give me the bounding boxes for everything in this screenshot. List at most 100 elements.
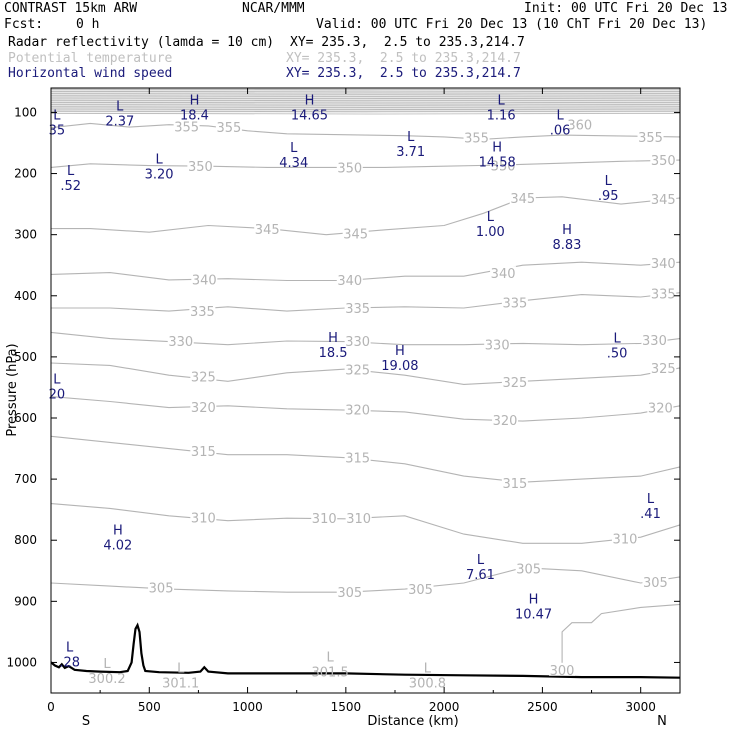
wind-extremum-value: .50	[607, 347, 628, 362]
wind-extremum-value: 10.47	[515, 608, 552, 623]
y-tick-label: 100	[14, 105, 37, 119]
wind-extremum-value: 1.16	[487, 108, 516, 123]
wind-extremum-value: 18.4	[180, 108, 209, 123]
theta-label-bg	[344, 362, 371, 376]
x-tick-label: 500	[138, 700, 161, 714]
wind-extremum-type: L	[66, 640, 74, 655]
wind-extremum-value: .28	[59, 655, 80, 670]
surface-theta-value: 300.2	[88, 672, 125, 687]
upper-theta-band	[50, 88, 681, 115]
theta-label-bg	[344, 450, 371, 464]
theta-label-bg	[642, 574, 669, 588]
theta-label: 325	[502, 376, 527, 391]
theta-label: 325	[651, 362, 676, 377]
theta-label: 355	[638, 131, 663, 146]
theta-label: 350	[188, 160, 213, 175]
wind-extremum-value: 8.83	[553, 238, 582, 253]
theta-label-bg	[650, 255, 677, 269]
theta-label-bg	[501, 475, 528, 489]
theta-label-bg	[190, 444, 217, 457]
theta-contour-330	[51, 331, 680, 346]
y-tick-label: 700	[14, 472, 37, 486]
theta-label-bg	[501, 295, 528, 309]
theta-label: 300	[550, 664, 575, 679]
theta-label-bg	[344, 402, 371, 416]
theta-label: 350	[651, 154, 676, 169]
fcst-label: Fcst:	[4, 17, 44, 32]
theta-label-bg	[566, 117, 593, 131]
theta-label: 325	[191, 370, 216, 385]
theta-contour-315	[51, 435, 680, 483]
wind-extremum-type: L	[290, 141, 298, 156]
surface-theta-value: 301.5	[312, 666, 349, 681]
wind-extremum-value: 1.00	[476, 225, 505, 240]
theta-label: 325	[345, 364, 370, 379]
theta-contour-320	[51, 396, 680, 422]
theta-label: 335	[345, 302, 370, 317]
theta-label-bg	[650, 192, 677, 206]
y-tick-label: 1000	[6, 655, 37, 669]
theta-label: 340	[491, 267, 516, 282]
theta-label-bg	[463, 130, 490, 144]
upper-theta-line	[50, 88, 681, 91]
theta-label-bg	[148, 580, 175, 594]
wind-extremum-type: L	[613, 332, 621, 347]
theta-label: 315	[502, 477, 527, 492]
theta-label-bg	[189, 304, 216, 318]
upper-theta-line	[50, 110, 681, 113]
theta-label: 305	[516, 562, 541, 577]
theta-label: 355	[174, 121, 199, 136]
theta-label: 345	[343, 227, 368, 242]
theta-label-bg	[190, 510, 217, 524]
surface-theta-type: L	[424, 662, 432, 677]
wind-extremum-type: L	[556, 109, 564, 124]
wind-extremum-type: L	[53, 109, 61, 124]
theta-label: 340	[337, 274, 362, 289]
theta-label-bg	[515, 561, 542, 575]
theta-label-bg	[650, 360, 677, 374]
theta-contour-340	[51, 261, 680, 282]
theta-label-bg	[637, 129, 664, 143]
theta-contour-335	[51, 292, 680, 312]
field-theta-name: Potential temperature	[8, 51, 173, 66]
upper-theta-line	[50, 106, 681, 108]
theta-label: 345	[255, 223, 280, 238]
theta-label-bg	[190, 400, 217, 413]
y-tick-label: 900	[14, 594, 37, 608]
theta-label: 360	[567, 119, 592, 134]
theta-label-bg	[167, 334, 194, 347]
theta-label: 310	[312, 512, 337, 527]
theta-contour-310	[51, 503, 680, 544]
y-tick-label: 400	[14, 289, 37, 303]
terrain-line	[51, 622, 680, 679]
theta-label: 330	[345, 335, 370, 350]
theta-label: 335	[190, 305, 215, 320]
theta-label: 355	[464, 132, 489, 147]
surface-theta-type: L	[103, 657, 111, 672]
theta-label: 335	[502, 297, 527, 312]
theta-label-bg	[187, 159, 214, 173]
theta-label: 320	[648, 402, 673, 417]
x-tick-label: 1500	[331, 700, 362, 714]
surface-theta-value: 301.1	[162, 677, 199, 692]
field-reflectivity-xy: XY= 235.3, 2.5 to 235.3,214.7	[290, 35, 525, 50]
theta-label: 310	[346, 512, 371, 527]
theta-label-bg	[336, 272, 363, 286]
wind-extremum-value: 4.34	[279, 156, 308, 171]
theta-label-bg	[650, 286, 677, 300]
theta-label: 340	[651, 257, 676, 272]
wind-extremum-value: 2.37	[105, 114, 134, 129]
theta-label: 305	[643, 576, 668, 591]
wind-extremum-type: L	[498, 93, 506, 108]
theta-label: 350	[491, 160, 516, 175]
upper-theta-line	[50, 108, 681, 111]
theta-contours	[51, 122, 680, 675]
theta-contour-325	[51, 362, 680, 385]
end-right-label: N	[657, 714, 667, 729]
theta-contour-350	[51, 159, 680, 168]
theta-contour-355	[51, 122, 680, 140]
wind-extremum-value: 14.65	[291, 108, 328, 123]
theta-label: 345	[651, 193, 676, 208]
theta-label: 305	[337, 586, 362, 601]
